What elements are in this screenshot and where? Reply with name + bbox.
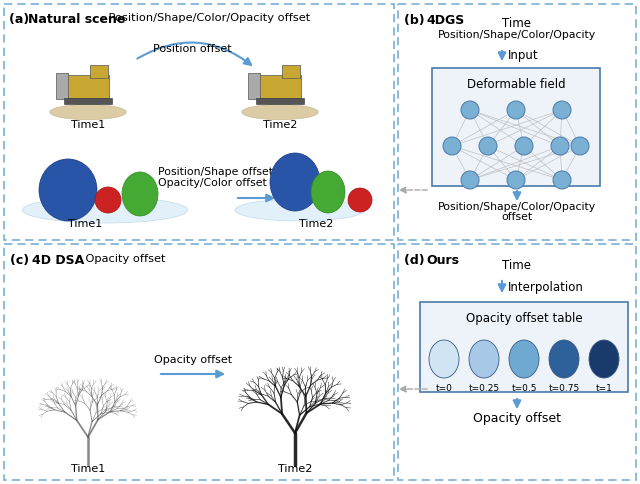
Bar: [56, 73, 68, 99]
Ellipse shape: [443, 137, 461, 155]
Bar: [398, 4, 636, 240]
Text: t=0: t=0: [436, 384, 452, 393]
Text: Time1: Time1: [68, 219, 102, 229]
Text: (b): (b): [404, 14, 429, 27]
Ellipse shape: [571, 137, 589, 155]
Bar: [248, 73, 260, 99]
Ellipse shape: [461, 171, 479, 189]
Text: Time2: Time2: [299, 219, 333, 229]
Text: Opacity offset: Opacity offset: [154, 355, 232, 365]
Bar: [90, 64, 108, 78]
Ellipse shape: [589, 340, 619, 378]
Ellipse shape: [469, 340, 499, 378]
Ellipse shape: [507, 171, 525, 189]
Bar: [259, 75, 301, 99]
Ellipse shape: [39, 159, 97, 221]
Ellipse shape: [95, 187, 121, 213]
Bar: [398, 244, 636, 480]
Ellipse shape: [22, 197, 188, 223]
Ellipse shape: [235, 199, 365, 221]
Text: Opacity/Color offset: Opacity/Color offset: [158, 178, 267, 188]
Text: Time: Time: [502, 17, 531, 30]
Ellipse shape: [553, 171, 571, 189]
Ellipse shape: [479, 137, 497, 155]
Text: Input: Input: [508, 49, 539, 62]
Text: t=0.5: t=0.5: [511, 384, 537, 393]
Ellipse shape: [270, 153, 320, 211]
Ellipse shape: [509, 340, 539, 378]
Text: Position/Shape offset: Position/Shape offset: [158, 167, 273, 177]
Text: Time2: Time2: [263, 120, 297, 130]
Ellipse shape: [311, 171, 345, 213]
Ellipse shape: [429, 340, 459, 378]
Bar: [4, 244, 394, 480]
Text: (a): (a): [9, 13, 34, 26]
Bar: [420, 302, 628, 392]
Text: t=1: t=1: [596, 384, 612, 393]
Text: (d): (d): [404, 254, 429, 267]
Bar: [256, 98, 304, 105]
Ellipse shape: [242, 105, 318, 120]
Text: Ours: Ours: [426, 254, 459, 267]
Text: t=0.75: t=0.75: [548, 384, 580, 393]
Ellipse shape: [551, 137, 569, 155]
Text: Deformable field: Deformable field: [467, 78, 565, 91]
Bar: [432, 68, 600, 186]
Text: Time1: Time1: [71, 464, 105, 474]
Text: Time: Time: [502, 259, 531, 272]
Text: 4DGS: 4DGS: [426, 14, 464, 27]
Bar: [67, 75, 109, 99]
Bar: [282, 64, 300, 78]
Text: Opacity offset: Opacity offset: [473, 412, 561, 425]
Text: Time2: Time2: [278, 464, 312, 474]
Text: Position/Shape/Color/Opacity: Position/Shape/Color/Opacity: [438, 202, 596, 212]
Text: : Opacity offset: : Opacity offset: [78, 254, 166, 264]
Text: (c): (c): [10, 254, 33, 267]
Ellipse shape: [122, 172, 158, 216]
Text: offset: offset: [501, 212, 532, 222]
Text: t=0.25: t=0.25: [468, 384, 500, 393]
Bar: [64, 98, 112, 105]
Ellipse shape: [461, 101, 479, 119]
Ellipse shape: [507, 101, 525, 119]
Ellipse shape: [553, 101, 571, 119]
Text: Opacity offset table: Opacity offset table: [466, 312, 582, 325]
Ellipse shape: [515, 137, 533, 155]
Bar: [4, 4, 394, 240]
Text: Natural scene: Natural scene: [28, 13, 125, 26]
Text: Position offset: Position offset: [153, 44, 231, 54]
Ellipse shape: [348, 188, 372, 212]
Text: Interpolation: Interpolation: [508, 281, 584, 293]
Text: : Position/Shape/Color/Opacity offset: : Position/Shape/Color/Opacity offset: [101, 13, 310, 23]
Ellipse shape: [549, 340, 579, 378]
Text: 4D DSA: 4D DSA: [32, 254, 84, 267]
Ellipse shape: [50, 105, 126, 120]
Text: Time1: Time1: [71, 120, 105, 130]
Text: Position/Shape/Color/Opacity: Position/Shape/Color/Opacity: [438, 30, 596, 40]
